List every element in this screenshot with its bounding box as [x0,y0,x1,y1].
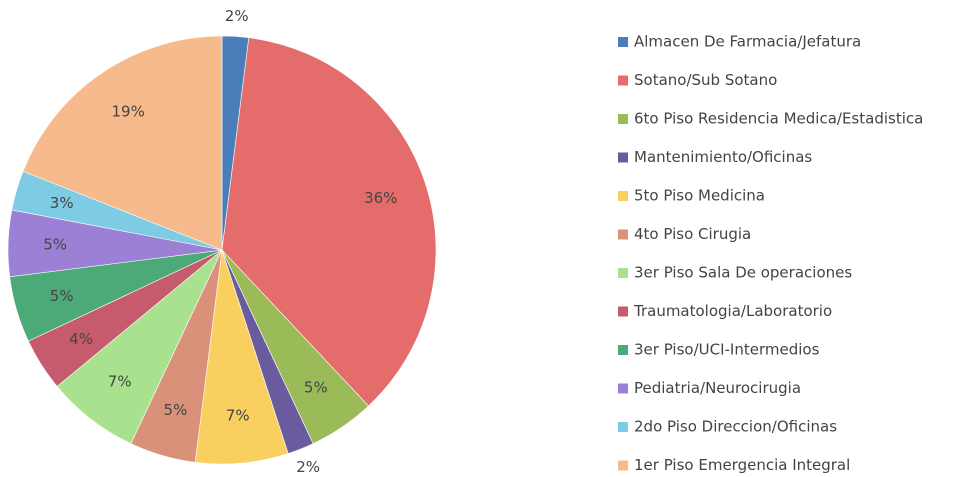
legend-swatch [618,229,628,240]
legend-label: 6to Piso Residencia Medica/Estadistica [634,110,923,128]
legend-label: Pediatria/Neurocirugia [634,379,801,397]
legend-label: 5to Piso Medicina [634,187,765,205]
legend-label: 4to Piso Cirugia [634,225,751,243]
legend-swatch [618,460,628,471]
pie-slice [221,37,437,407]
data-label: 4% [69,330,93,348]
legend-label: Mantenimiento/Oficinas [634,148,812,166]
data-label: 3% [50,194,74,212]
legend-label: Sotano/Sub Sotano [634,71,777,89]
data-label: 2% [296,458,320,476]
legend-swatch [618,152,628,163]
legend-swatch [618,114,628,124]
data-label: 5% [50,287,74,305]
legend-swatch [618,268,628,278]
legend-label: 3er Piso/UCI-Intermedios [634,341,820,359]
data-label: 2% [225,7,249,25]
pie-slice [22,35,223,251]
legend-label: Traumatologia/Laboratorio [633,302,832,320]
legend-swatch [618,345,628,355]
legend-swatch [618,37,628,47]
legend-swatch [618,422,628,432]
legend-swatch [618,306,628,317]
legend-label: 2do Piso Direccion/Oficinas [634,418,837,436]
legend-swatch [618,75,628,86]
legend-swatch [618,191,628,201]
data-label: 5% [164,401,188,419]
data-label: 7% [226,407,250,425]
data-label: 5% [304,379,328,397]
data-label: 36% [364,189,397,207]
legend-label: 1er Piso Emergencia Integral [634,456,850,474]
legend-swatch [618,383,628,394]
data-label: 19% [112,102,145,120]
data-label: 7% [108,372,132,390]
legend-label: Almacen De Farmacia/Jefatura [634,33,861,51]
data-label: 5% [43,235,67,253]
legend-label: 3er Piso Sala De operaciones [634,264,852,282]
